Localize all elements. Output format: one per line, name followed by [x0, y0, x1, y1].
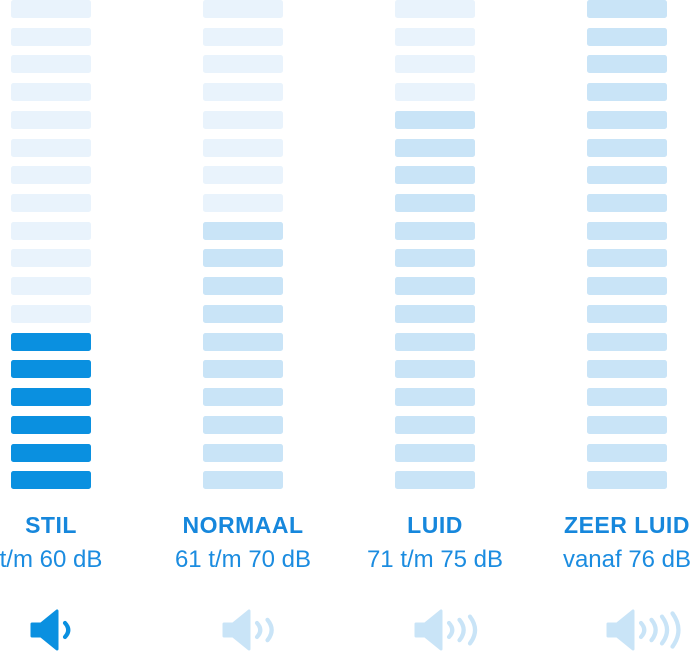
db-range-label: vanaf 76 dB	[562, 546, 692, 573]
level-segment	[11, 166, 91, 184]
db-range-label: 61 t/m 70 dB	[174, 546, 312, 573]
category-label: LUID	[407, 512, 463, 538]
level-segment	[203, 222, 283, 240]
level-segment	[395, 444, 475, 462]
level-segment	[11, 360, 91, 378]
level-segment	[11, 444, 91, 462]
speaker-2-waves-icon	[222, 609, 274, 651]
level-segment	[395, 166, 475, 184]
speaker-icon-wrap	[26, 608, 116, 652]
level-segment	[11, 194, 91, 212]
level-segment	[587, 360, 667, 378]
level-bar-column-zeer-luid	[587, 0, 667, 492]
level-segment	[11, 277, 91, 295]
level-segment	[587, 139, 667, 157]
level-segment	[587, 444, 667, 462]
level-segment	[203, 444, 283, 462]
level-segment	[11, 83, 91, 101]
level-segment	[587, 166, 667, 184]
level-segment	[587, 388, 667, 406]
level-segment	[11, 305, 91, 323]
level-segment	[11, 139, 91, 157]
level-segment	[11, 416, 91, 434]
db-range-label: t/m 60 dB	[0, 546, 103, 573]
level-segment	[203, 305, 283, 323]
speaker-3-waves-icon	[414, 609, 478, 651]
level-segment	[11, 55, 91, 73]
level-segment	[395, 55, 475, 73]
speaker-icon-wrap	[218, 608, 308, 652]
level-segment	[395, 333, 475, 351]
category-label: STIL	[25, 512, 77, 538]
level-segment	[587, 194, 667, 212]
level-segment	[395, 471, 475, 489]
speaker-4-waves-icon	[606, 609, 681, 651]
level-segment	[587, 471, 667, 489]
level-segment	[587, 83, 667, 101]
level-segment	[203, 471, 283, 489]
level-segment	[395, 416, 475, 434]
db-range-label: 71 t/m 75 dB	[366, 546, 504, 573]
level-segment	[587, 55, 667, 73]
level-segment	[395, 139, 475, 157]
level-bar-column-normaal	[203, 0, 283, 492]
level-segment	[587, 111, 667, 129]
level-segment	[395, 277, 475, 295]
level-segment	[395, 194, 475, 212]
level-segment	[395, 222, 475, 240]
level-segment	[11, 249, 91, 267]
level-segment	[395, 111, 475, 129]
category-label: ZEER LUID	[564, 512, 690, 538]
level-segment	[395, 305, 475, 323]
level-segment	[203, 360, 283, 378]
level-segment	[203, 28, 283, 46]
level-segment	[203, 166, 283, 184]
level-segment	[395, 28, 475, 46]
level-segment	[587, 277, 667, 295]
level-segment	[203, 194, 283, 212]
level-segment	[11, 388, 91, 406]
level-segment	[203, 388, 283, 406]
level-segment	[11, 471, 91, 489]
level-segment	[11, 28, 91, 46]
level-segment	[395, 0, 475, 18]
level-segment	[203, 333, 283, 351]
level-segment	[203, 416, 283, 434]
level-segment	[587, 416, 667, 434]
level-bar-column-stil	[11, 0, 91, 492]
level-segment	[395, 249, 475, 267]
speaker-1-wave-icon	[30, 609, 71, 651]
level-segment	[395, 360, 475, 378]
level-segment	[11, 333, 91, 351]
level-segment	[587, 28, 667, 46]
level-segment	[11, 222, 91, 240]
level-segment	[203, 0, 283, 18]
level-segment	[395, 83, 475, 101]
level-segment	[203, 55, 283, 73]
level-segment	[11, 0, 91, 18]
level-segment	[203, 277, 283, 295]
level-segment	[587, 249, 667, 267]
level-segment	[395, 388, 475, 406]
speaker-icon-wrap	[410, 608, 500, 652]
level-segment	[203, 83, 283, 101]
category-label: NORMAAL	[182, 512, 304, 538]
level-segment	[587, 333, 667, 351]
level-bar-column-luid	[395, 0, 475, 492]
level-segment	[11, 111, 91, 129]
level-segment	[203, 139, 283, 157]
level-segment	[587, 0, 667, 18]
level-segment	[587, 305, 667, 323]
level-segment	[587, 222, 667, 240]
level-segment	[203, 111, 283, 129]
speaker-icon-wrap	[602, 608, 692, 652]
level-segment	[203, 249, 283, 267]
